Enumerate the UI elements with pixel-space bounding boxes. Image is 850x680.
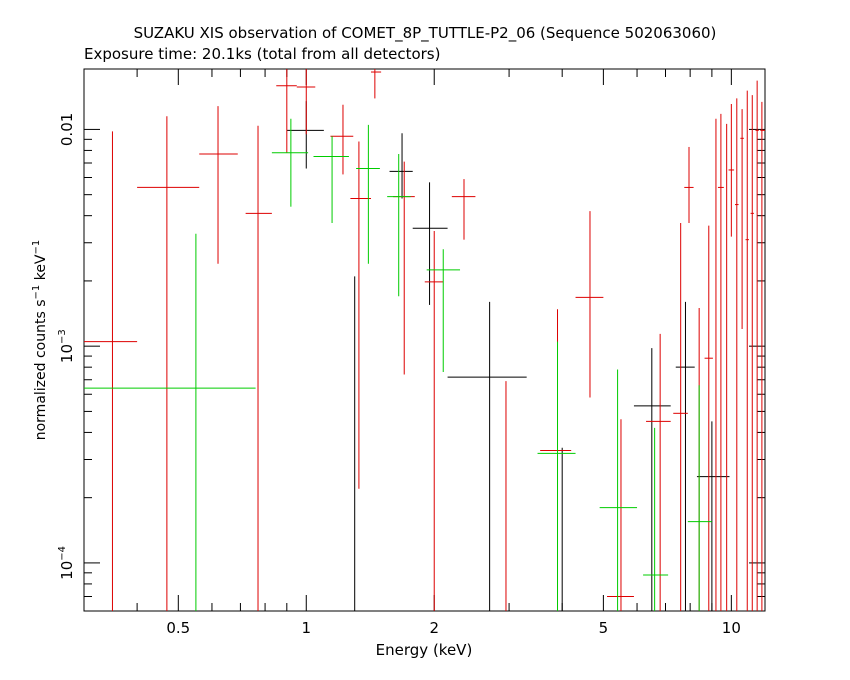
data-point (633, 348, 671, 611)
data-point (245, 125, 272, 611)
data-point (426, 249, 461, 373)
data-point (745, 90, 749, 611)
y-tick-label: 10−3 (57, 329, 76, 363)
y-axis-label-main: normalized counts s (33, 299, 49, 440)
y-axis-label: normalized counts s−1 keV−1 (31, 240, 49, 441)
data-point (393, 161, 415, 375)
data-point (286, 101, 324, 169)
data-point (717, 113, 724, 611)
data-point (276, 69, 297, 153)
chart-subtitle: Exposure time: 20.1ks (total from all de… (84, 45, 440, 63)
plot-frame (83, 68, 766, 612)
data-point (684, 146, 694, 224)
data-point (271, 118, 309, 207)
data-point (673, 223, 688, 611)
x-tick-label: 0.5 (166, 619, 190, 637)
y-tick-label: 0.01 (58, 113, 76, 146)
data-point (607, 419, 634, 611)
data-point (540, 309, 572, 611)
x-tick-label: 2 (429, 619, 439, 637)
data-point (370, 69, 382, 99)
data-point (687, 385, 712, 611)
data-point (350, 141, 371, 489)
data-point (313, 136, 349, 224)
y-tick-label-base: 10 (58, 344, 76, 363)
y-axis-label-exp2: −1 (31, 240, 42, 255)
x-tick-labels: 0.5 1 2 5 10 (166, 619, 741, 637)
data-point (696, 421, 730, 611)
data-point (447, 301, 527, 611)
y-tick-label-exp: −4 (57, 546, 68, 561)
data-point (643, 427, 669, 611)
y-tick-label-base: 10 (58, 561, 76, 580)
y-axis-label-unit: keV (33, 254, 49, 285)
data-point (575, 211, 604, 398)
data-point (734, 98, 739, 611)
data-point (199, 106, 238, 264)
data-point (451, 179, 476, 240)
x-tick-label: 1 (301, 619, 311, 637)
data-point (412, 182, 448, 305)
chart-title: SUZAKU XIS observation of COMET_8P_TUTTL… (134, 24, 717, 43)
data-point (704, 225, 713, 611)
data-point (137, 116, 200, 611)
data-point (84, 131, 138, 611)
x-axis-label: Energy (keV) (376, 641, 473, 659)
y-tick-label-exp: −3 (57, 329, 68, 344)
y-tick-label-base: 0.01 (58, 113, 76, 146)
data-point (675, 301, 695, 611)
x-tick-label: 5 (599, 619, 609, 637)
series-1 (84, 69, 765, 611)
data-point (424, 230, 444, 611)
axis-ticks (83, 69, 765, 612)
data-point (84, 233, 256, 611)
data-point (599, 369, 638, 611)
data-point (760, 101, 765, 611)
data-point (755, 80, 759, 611)
y-axis-label-exp1: −1 (31, 285, 42, 300)
data-series (84, 69, 765, 611)
series-0 (286, 101, 730, 611)
data-point (646, 333, 671, 611)
data-point (740, 109, 744, 330)
data-point (330, 104, 354, 175)
data-point (537, 341, 576, 611)
series-2 (84, 118, 712, 611)
y-tick-label: 10−4 (57, 546, 76, 580)
data-point (750, 95, 754, 611)
data-point (296, 69, 316, 135)
data-point (728, 104, 735, 237)
data-point (356, 124, 380, 264)
x-tick-label: 10 (722, 619, 741, 637)
data-point (389, 133, 413, 199)
data-point (387, 154, 411, 297)
